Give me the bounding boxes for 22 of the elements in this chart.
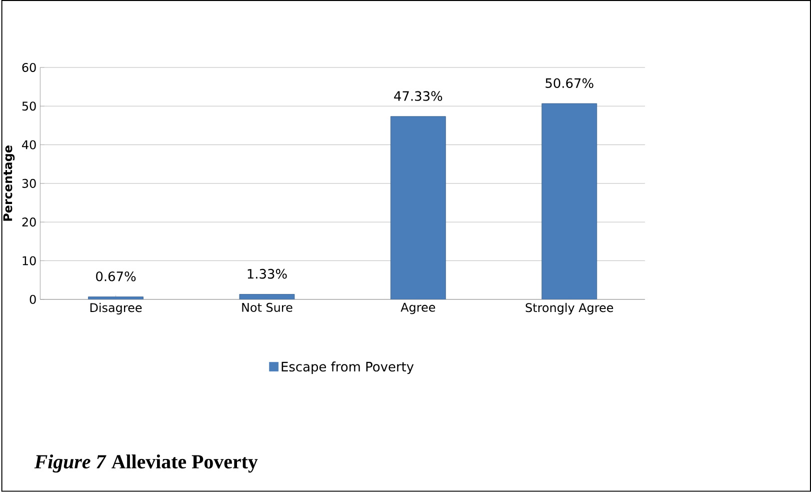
x-tick-label: Disagree <box>90 302 142 315</box>
x-tick-label: Not Sure <box>242 302 292 312</box>
text: 0.67% <box>96 272 136 282</box>
y-tick-label: 0 <box>30 294 36 304</box>
bar <box>239 294 295 300</box>
text: 50.67% <box>546 78 594 88</box>
bar <box>390 116 446 300</box>
legend-label: Escape from Poverty <box>282 362 414 374</box>
text: Figure 7 Alleviate Poverty <box>34 454 258 473</box>
y-tick-label: 50 <box>22 102 36 111</box>
y-tick-label: 10 <box>22 256 36 266</box>
y-tick-label: 20 <box>22 218 36 227</box>
text: 47.33% <box>394 91 442 102</box>
bar <box>542 103 598 300</box>
x-tick-label: Strongly Agree <box>526 302 614 315</box>
y-tick-label: 30 <box>22 178 36 188</box>
y-axis-title: Percentage <box>3 146 15 221</box>
text: 1.33% <box>248 269 287 279</box>
x-tick-label: Agree <box>400 302 436 314</box>
bar <box>88 296 144 300</box>
y-tick-label: 40 <box>22 140 36 150</box>
y-tick-label: 60 <box>22 63 36 72</box>
